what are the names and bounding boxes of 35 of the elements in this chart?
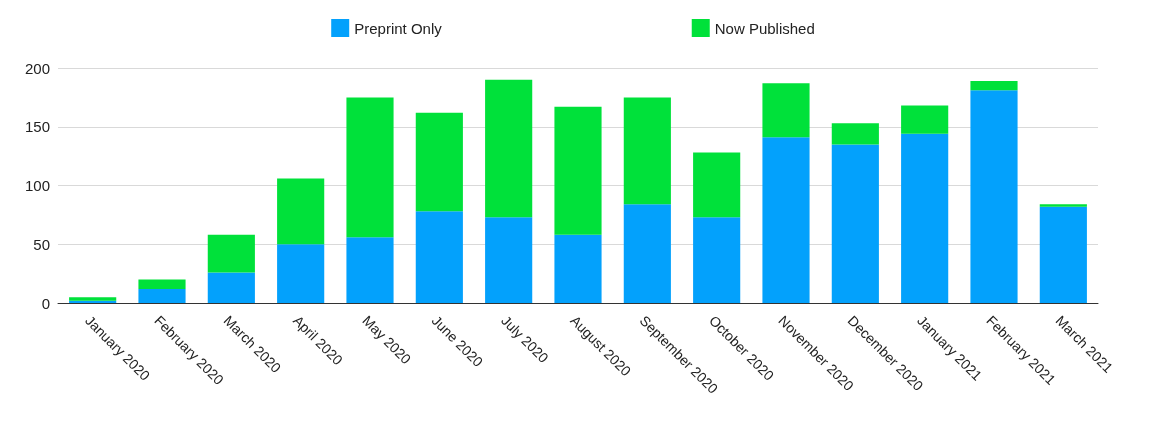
- bar: [277, 244, 325, 303]
- legend-label: Preprint Only: [354, 19, 443, 37]
- bar: [970, 90, 1018, 303]
- bar: [277, 178, 325, 245]
- bar: [762, 83, 810, 138]
- bar: [415, 211, 463, 303]
- bar: [138, 279, 186, 289]
- bar: [623, 204, 671, 303]
- bar: [138, 288, 186, 303]
- bar: [554, 234, 602, 303]
- bar: [1039, 206, 1087, 303]
- y-tick-label: 0: [41, 294, 50, 312]
- bar: [901, 105, 949, 134]
- bar: [207, 234, 255, 273]
- bar: [693, 152, 741, 218]
- bar: [1039, 204, 1087, 207]
- bar: [901, 133, 949, 303]
- bar: [485, 79, 533, 218]
- bar: [623, 97, 671, 205]
- bar: [346, 237, 394, 303]
- y-tick-label: 50: [33, 235, 50, 253]
- bar: [415, 112, 463, 212]
- bar: [693, 217, 741, 303]
- bar: [762, 137, 810, 303]
- bar: [485, 217, 533, 303]
- y-tick-label: 200: [24, 59, 50, 77]
- y-tick-label: 150: [24, 118, 50, 136]
- bar: [831, 144, 879, 303]
- y-tick-label: 100: [24, 177, 50, 194]
- bar: [346, 97, 394, 238]
- legend-label: Now Published: [714, 19, 815, 37]
- bar: [207, 272, 255, 303]
- bar: [970, 80, 1018, 91]
- bar: [554, 106, 602, 235]
- bar: [831, 123, 879, 145]
